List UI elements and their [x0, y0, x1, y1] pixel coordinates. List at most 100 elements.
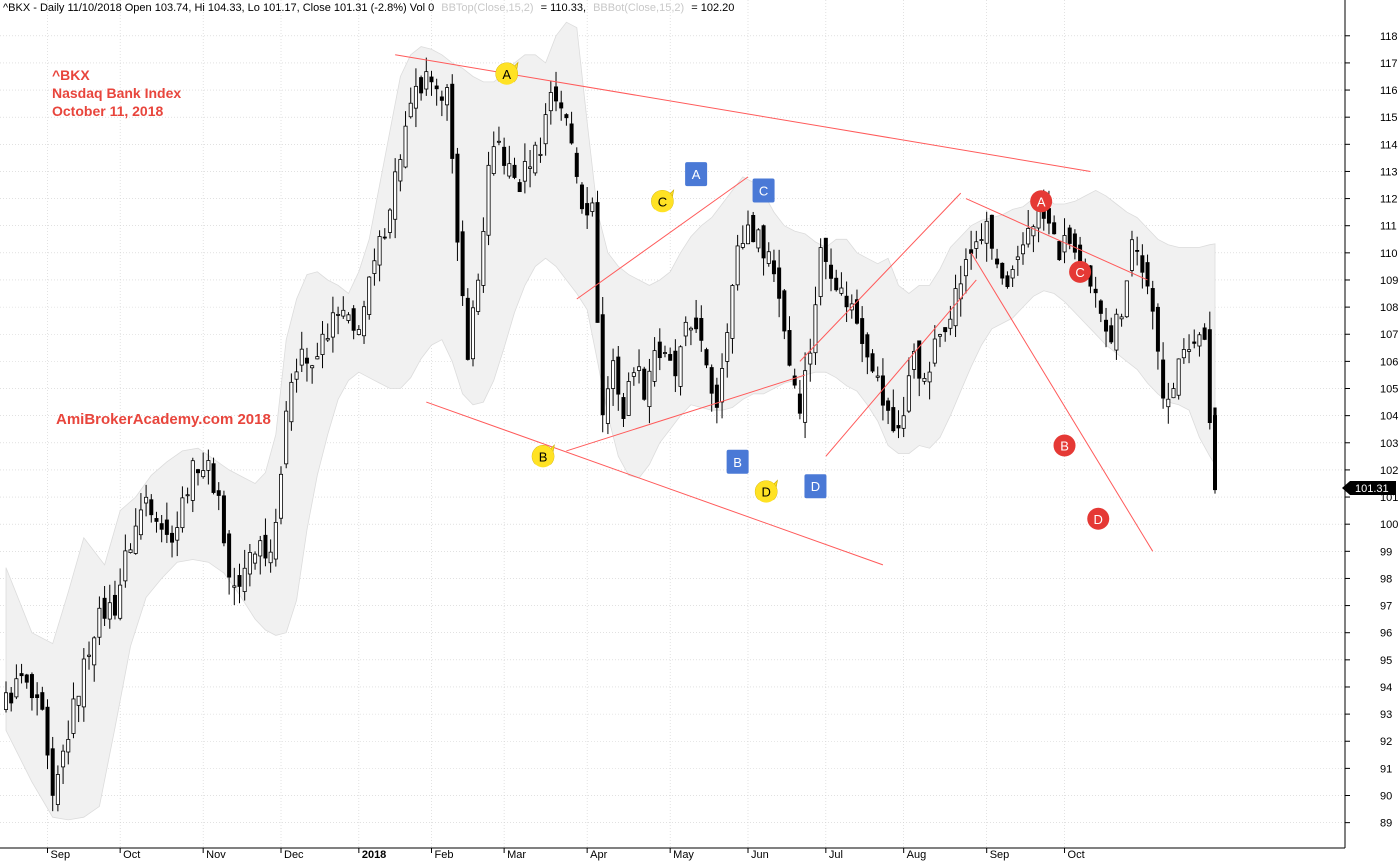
pattern-marker-yellow-b: B — [531, 444, 555, 468]
candle-body — [652, 350, 657, 382]
candle — [538, 137, 543, 163]
candle-body — [190, 460, 195, 501]
candle-body — [1176, 358, 1181, 396]
candle-body — [377, 236, 382, 266]
candle-body — [751, 214, 756, 243]
candle-body — [175, 527, 180, 541]
pattern-marker-red-b: B — [1053, 434, 1076, 457]
y-tick-label: 97 — [1380, 601, 1392, 613]
candle-body — [310, 365, 315, 369]
candle-body — [860, 318, 865, 344]
candle — [756, 228, 761, 253]
y-tick-label: 107 — [1380, 329, 1398, 341]
candle — [699, 305, 704, 352]
candle-body — [912, 350, 917, 370]
candle-body — [76, 695, 81, 706]
candle — [434, 78, 439, 106]
x-tick-label: Sep — [990, 849, 1010, 861]
candle-body — [1145, 262, 1150, 287]
candle — [709, 364, 714, 412]
candle — [164, 502, 169, 544]
candle-body — [740, 243, 745, 248]
candle — [984, 211, 989, 262]
candle-body — [688, 327, 693, 331]
candle-body — [631, 372, 636, 377]
y-tick-label: 102 — [1380, 465, 1398, 477]
candle — [1104, 307, 1109, 348]
candle-body — [92, 637, 97, 666]
pattern-marker-layer: A B C D A B C D A B C D — [495, 61, 1110, 530]
candle-body — [709, 367, 714, 394]
candle-body — [844, 295, 849, 308]
candle — [118, 568, 123, 621]
candle — [1145, 254, 1150, 295]
candle — [647, 358, 652, 424]
candle — [673, 339, 678, 393]
candle — [439, 90, 444, 117]
candle-body — [118, 584, 123, 619]
candle — [668, 347, 673, 361]
candle-body — [886, 400, 891, 411]
candle-body — [720, 368, 725, 403]
candle — [854, 289, 859, 325]
candle-body — [227, 533, 232, 578]
candle-body — [626, 381, 631, 416]
trendline — [576, 176, 749, 300]
candle-body — [673, 350, 678, 377]
candle-body — [1000, 262, 1005, 279]
candle — [1161, 342, 1166, 409]
bbbot-value: = 102.20 — [691, 2, 734, 14]
candle — [325, 323, 330, 342]
candle-body — [818, 247, 823, 297]
candle-body — [1005, 275, 1010, 288]
candle-body — [901, 415, 906, 429]
marker-label: D — [1094, 512, 1103, 527]
candle — [330, 296, 335, 353]
y-tick-label: 106 — [1380, 356, 1398, 368]
candle-body — [325, 338, 330, 341]
candle — [445, 84, 450, 121]
candle — [149, 494, 154, 523]
candle — [1098, 299, 1103, 323]
marker-label: D — [811, 479, 820, 494]
candle — [486, 151, 491, 246]
candle — [263, 518, 268, 567]
candle-body — [185, 494, 190, 497]
candle — [97, 596, 102, 646]
candle-body — [922, 378, 927, 382]
candle-body — [554, 86, 559, 102]
candle — [253, 551, 258, 570]
candle-body — [424, 71, 429, 90]
y-tick-label: 118 — [1380, 31, 1398, 43]
chart-header: ^BKX - Daily 11/10/2018 Open 103.74, Hi … — [3, 2, 734, 14]
candle — [912, 343, 917, 379]
candle-body — [481, 231, 486, 286]
candle — [771, 249, 776, 282]
candle — [195, 468, 200, 486]
x-tick-label: Oct — [1068, 849, 1085, 861]
y-tick-label: 94 — [1380, 682, 1392, 694]
candle-body — [1197, 334, 1202, 347]
candle-body — [356, 329, 361, 335]
candle — [424, 57, 429, 96]
candle-body — [839, 287, 844, 294]
candle-body — [1119, 316, 1124, 320]
candle — [232, 567, 237, 606]
candle-body — [247, 552, 252, 575]
candle — [382, 228, 387, 240]
candle-body — [989, 214, 994, 249]
marker-square — [752, 178, 775, 203]
candle — [662, 345, 667, 358]
candle — [227, 530, 232, 595]
candle-body — [611, 360, 616, 389]
candle — [1129, 230, 1134, 277]
candle — [766, 242, 771, 267]
candle — [284, 401, 289, 469]
marker-circle — [1053, 434, 1076, 457]
candle — [491, 131, 496, 176]
candle — [138, 493, 143, 540]
x-tick-label: 2018 — [362, 849, 386, 861]
candle — [55, 765, 60, 812]
y-tick-label: 95 — [1380, 655, 1392, 667]
